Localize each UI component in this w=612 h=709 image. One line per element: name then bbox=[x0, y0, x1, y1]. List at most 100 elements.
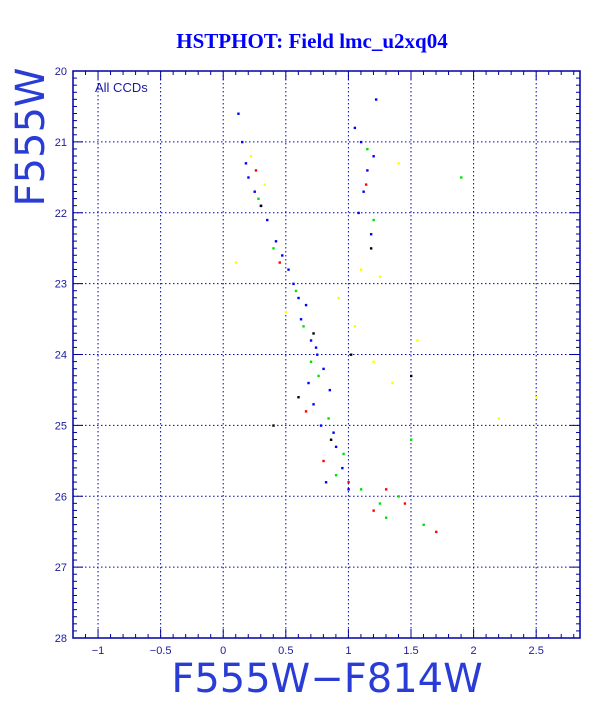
data-point bbox=[422, 523, 425, 526]
x-tick-label: 2.5 bbox=[529, 645, 544, 657]
data-point bbox=[259, 204, 263, 208]
data-point bbox=[391, 381, 394, 385]
y-axis-label: F555W bbox=[8, 68, 54, 207]
data-point bbox=[372, 360, 375, 363]
y-tick-label: 25 bbox=[55, 420, 67, 432]
data-point bbox=[497, 417, 501, 420]
data-point bbox=[309, 339, 313, 342]
data-point bbox=[253, 190, 256, 193]
data-point bbox=[397, 162, 400, 165]
x-axis-label: F555W−F814W bbox=[171, 656, 482, 702]
data-point bbox=[328, 388, 332, 392]
data-point bbox=[403, 502, 407, 505]
data-point bbox=[304, 303, 308, 307]
data-point bbox=[332, 431, 335, 434]
data-point bbox=[460, 176, 463, 179]
data-point bbox=[374, 98, 378, 101]
x-tick-label: 0.5 bbox=[278, 645, 293, 657]
data-point bbox=[397, 495, 400, 498]
y-tick-label: 23 bbox=[55, 279, 67, 291]
data-point bbox=[366, 169, 369, 172]
x-tick-label: −1 bbox=[92, 645, 105, 657]
data-point bbox=[302, 325, 305, 328]
data-point bbox=[341, 466, 344, 470]
data-point bbox=[359, 140, 363, 144]
all-ccds-annotation: All CCDs bbox=[95, 80, 148, 95]
data-point bbox=[353, 325, 357, 328]
x-tick-label: 1.5 bbox=[403, 645, 418, 657]
data-point bbox=[312, 332, 315, 335]
y-tick-label: 21 bbox=[55, 137, 67, 149]
data-point bbox=[247, 176, 250, 179]
data-point bbox=[384, 516, 388, 519]
y-tick-label: 24 bbox=[55, 350, 67, 362]
data-point bbox=[297, 396, 300, 399]
data-point bbox=[369, 247, 373, 250]
data-point bbox=[353, 126, 357, 130]
y-tick-label: 27 bbox=[55, 562, 67, 574]
data-point bbox=[384, 488, 388, 491]
data-point bbox=[263, 183, 266, 186]
data-point bbox=[329, 438, 333, 441]
data-point bbox=[357, 211, 360, 215]
data-point bbox=[416, 339, 419, 342]
data-point bbox=[347, 481, 350, 484]
data-point bbox=[266, 218, 269, 222]
data-point bbox=[378, 275, 382, 278]
data-point bbox=[410, 438, 413, 441]
data-point bbox=[241, 140, 244, 144]
data-point bbox=[234, 261, 238, 264]
data-point bbox=[299, 318, 303, 321]
data-point bbox=[319, 424, 323, 427]
data-point bbox=[272, 247, 275, 250]
data-point bbox=[257, 197, 260, 200]
data-point bbox=[317, 374, 320, 378]
data-point bbox=[349, 353, 353, 356]
data-point bbox=[284, 310, 288, 314]
data-point bbox=[274, 240, 278, 243]
data-point bbox=[324, 481, 328, 484]
data-point bbox=[378, 502, 382, 505]
data-point bbox=[347, 488, 350, 491]
data-point bbox=[312, 403, 315, 406]
data-point bbox=[316, 353, 319, 356]
data-point bbox=[372, 509, 375, 512]
data-point bbox=[309, 360, 313, 363]
data-point bbox=[334, 445, 338, 449]
x-tick-label: 0 bbox=[220, 645, 226, 657]
x-tick-label: −0.5 bbox=[150, 645, 172, 657]
data-point bbox=[334, 473, 338, 477]
x-tick-label: 1 bbox=[345, 645, 351, 657]
data-point bbox=[364, 183, 368, 186]
data-point bbox=[307, 381, 310, 385]
tick-labels: −1 −0.5 0 0.5 1 1.5 2 2.5 20 21 22 23 24 25 26 27 28 bbox=[55, 66, 544, 657]
data-point bbox=[254, 169, 258, 172]
data-point bbox=[294, 289, 298, 293]
data-point bbox=[410, 374, 413, 378]
data-point bbox=[322, 367, 325, 371]
tick-marks bbox=[73, 70, 580, 639]
data-point bbox=[362, 190, 365, 193]
data-point bbox=[359, 268, 363, 271]
y-tick-label: 28 bbox=[55, 633, 67, 645]
x-tick-label: 2 bbox=[471, 645, 477, 657]
data-point bbox=[322, 459, 325, 463]
data-point bbox=[292, 282, 295, 286]
chart-title: HSTPHOT: Field lmc_u2xq04 bbox=[176, 29, 448, 53]
data-point bbox=[281, 254, 284, 257]
data-point bbox=[237, 112, 240, 115]
gridlines bbox=[73, 71, 580, 638]
data-point bbox=[366, 147, 369, 151]
y-tick-label: 26 bbox=[55, 491, 67, 503]
data-point bbox=[249, 155, 253, 158]
data-point bbox=[272, 424, 275, 427]
data-points bbox=[234, 98, 538, 534]
data-point bbox=[342, 452, 345, 456]
data-point bbox=[372, 218, 375, 222]
data-point bbox=[435, 530, 438, 534]
data-point bbox=[287, 268, 290, 271]
data-point bbox=[314, 346, 318, 349]
y-tick-label: 20 bbox=[55, 66, 67, 78]
